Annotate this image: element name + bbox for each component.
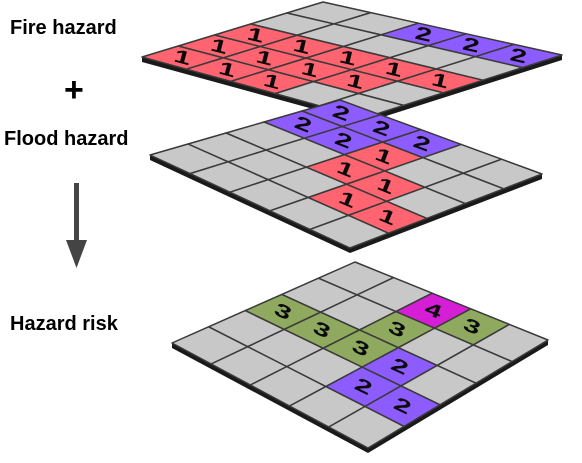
cell-value: 2 <box>330 100 353 125</box>
cell-value: 1 <box>299 58 320 82</box>
cell-value: 3 <box>271 299 295 325</box>
grid-cell <box>328 405 405 449</box>
cell-value: 1 <box>172 45 194 69</box>
cell-value: 1 <box>383 57 404 81</box>
cell-value: 1 <box>291 34 312 58</box>
flood-hazard-label: Flood hazard <box>4 128 128 150</box>
plus-symbol: + <box>64 71 84 109</box>
cell-value: 3 <box>460 314 483 340</box>
cell-value: 3 <box>349 335 373 361</box>
cell-value: 1 <box>374 173 397 199</box>
cell-value: 1 <box>345 69 366 93</box>
cell-value: 3 <box>385 316 409 342</box>
hazard-risk-label: Hazard risk <box>10 313 119 335</box>
cell-value: 1 <box>429 69 450 93</box>
cell-value: 2 <box>370 116 393 141</box>
cell-value: 2 <box>508 44 529 68</box>
cell-value: 1 <box>376 204 400 230</box>
cell-value: 2 <box>410 131 433 156</box>
cell-value: 1 <box>254 46 275 70</box>
cell-value: 1 <box>334 156 357 182</box>
cell-value: 2 <box>461 33 482 57</box>
cell-value: 1 <box>216 57 238 81</box>
cell-value: 2 <box>332 128 355 153</box>
cell-value: 1 <box>208 34 229 58</box>
fire-hazard-layer: 2 2 21 1 1 1 11 1 1 11 1 1 <box>141 1 563 123</box>
fire-hazard-label: Fire hazard <box>10 17 117 39</box>
cell-value: 2 <box>292 112 315 137</box>
cell-value: 4 <box>422 298 445 324</box>
cell-value: 2 <box>388 354 412 380</box>
grid-cell <box>309 214 390 249</box>
cell-value: 1 <box>245 23 266 47</box>
cell-value: 2 <box>413 22 434 46</box>
cell-value: 1 <box>372 144 395 170</box>
cell-value: 1 <box>336 187 360 213</box>
cell-value: 1 <box>337 46 358 70</box>
cell-value: 1 <box>261 69 283 93</box>
down-arrow-icon <box>66 183 87 268</box>
cell-value: 3 <box>310 317 334 343</box>
